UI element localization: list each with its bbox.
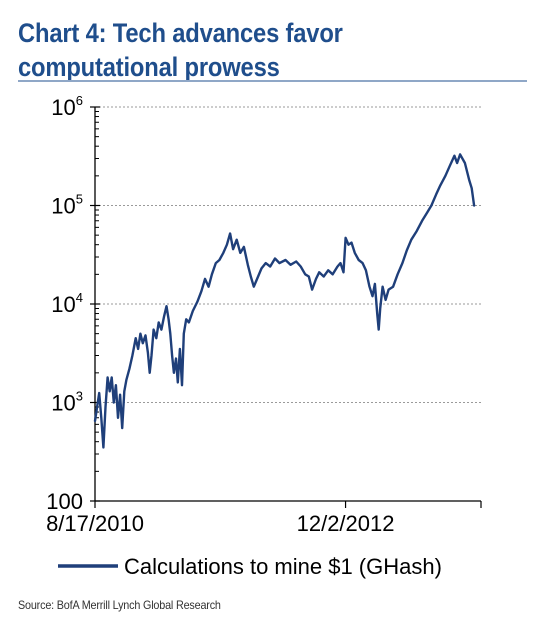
y-tick-exponent: 3	[76, 389, 83, 404]
y-tick-label: 105	[51, 192, 83, 219]
y-tick-base: 10	[51, 391, 75, 416]
gridlines	[95, 106, 481, 403]
chart-title: Chart 4: Tech advances favor computation…	[18, 18, 343, 82]
y-tick-base: 10	[51, 292, 75, 317]
x-tick-labels: 8/17/2010 12/2/2012	[46, 511, 394, 536]
series-line	[93, 153, 476, 449]
y-tick-base: 10	[51, 95, 75, 120]
legend: Calculations to mine $1 (GHash)	[58, 554, 442, 579]
y-tick-label: 103	[51, 389, 83, 416]
y-tick-base: 10	[51, 194, 75, 219]
y-tick-label: 100	[46, 489, 83, 514]
series-layer	[93, 153, 476, 449]
y-tick-exponent: 4	[76, 290, 83, 305]
y-tick-base: 100	[46, 489, 83, 514]
y-tick-exponent: 6	[76, 93, 83, 108]
title-divider	[18, 80, 527, 82]
x-tick-label: 12/2/2012	[297, 511, 395, 536]
legend-label: Calculations to mine $1 (GHash)	[124, 554, 442, 579]
axes	[90, 106, 482, 508]
y-tick-label: 106	[51, 93, 83, 120]
y-tick-exponent: 5	[76, 192, 83, 207]
source-note: Source: BofA Merrill Lynch Global Resear…	[18, 598, 221, 612]
y-tick-label: 104	[51, 290, 83, 317]
x-tick-label: 8/17/2010	[46, 511, 144, 536]
